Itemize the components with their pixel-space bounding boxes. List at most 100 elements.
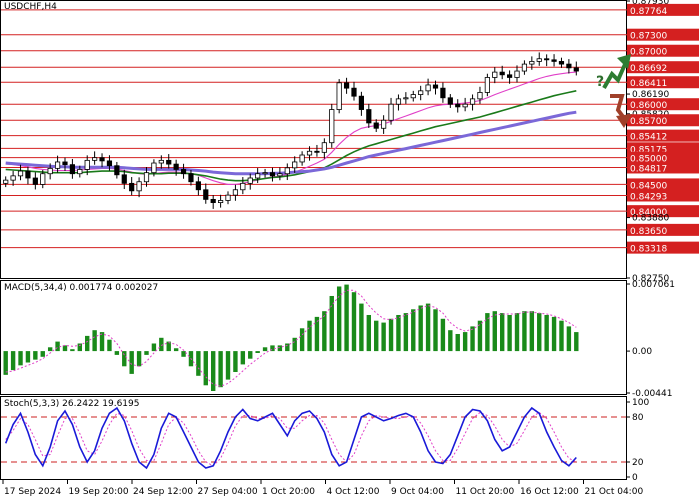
level-tag-label: 0.86692 (630, 64, 667, 74)
macd-bar (492, 311, 497, 352)
candle-body (40, 173, 46, 185)
candle-body (151, 162, 157, 174)
macd-bar (551, 316, 557, 352)
macd-bar (507, 314, 512, 352)
time-axis-label: 19 Sep 20:00 (69, 487, 129, 497)
macd-bar (566, 326, 572, 352)
time-axis-label: 9 Oct 04:00 (391, 487, 444, 497)
candle-body (381, 119, 387, 129)
candle-body (284, 167, 290, 175)
candle-body (277, 173, 283, 177)
candle-body (32, 177, 38, 185)
candle-body (232, 189, 239, 196)
candle-body (329, 109, 335, 144)
candle-body (195, 181, 201, 191)
candle-body (299, 154, 305, 163)
candle-body (477, 92, 483, 100)
candle-body (507, 74, 513, 78)
candle-body (255, 173, 261, 179)
macd-bar (470, 326, 475, 352)
candle-body (158, 159, 164, 164)
macd-bar (47, 347, 53, 352)
macd-bar (233, 351, 238, 373)
candle-body (180, 169, 187, 175)
time-axis-label: 24 Sep 12:00 (133, 487, 193, 497)
level-tag-label: 0.87300 (630, 32, 667, 42)
macd-bar (203, 351, 208, 386)
macd-bar (25, 351, 31, 363)
macd-bar (99, 332, 105, 352)
macd-bar (403, 313, 409, 352)
macd-bar (262, 347, 268, 352)
macd-bar (314, 316, 320, 352)
level-tag (627, 142, 699, 155)
up-arrow-head (617, 54, 631, 69)
macd-axis-label: 0.00 (632, 347, 652, 357)
time-axis-label: 11 Oct 20:00 (456, 487, 515, 497)
candle-body (440, 87, 446, 99)
candle-body (521, 63, 528, 72)
candle-body (447, 97, 453, 105)
level-tag-label: 0.84817 (630, 164, 667, 174)
macd-bar (240, 351, 246, 365)
candle-body (47, 167, 53, 175)
candle-body (17, 170, 24, 177)
macd-bar (322, 311, 327, 352)
level-tag (627, 114, 699, 127)
candle-body (388, 103, 394, 121)
macd-histogram (3, 284, 579, 392)
level-tag (627, 151, 699, 164)
stoch-axis-label: 80 (632, 413, 644, 423)
candle-body (343, 82, 350, 89)
macd-bar (514, 313, 520, 352)
time-axis-label: 17 Sep 2024 (4, 487, 61, 497)
macd-bar (10, 351, 16, 371)
moving-average-line (5, 110, 577, 176)
macd-title: MACD(5,34,4) 0.001774 0.002027 (4, 283, 159, 293)
candlesticks (3, 52, 579, 209)
candle-body (143, 172, 150, 183)
macd-bar (485, 313, 490, 352)
level-tag-label: 0.87764 (630, 7, 667, 17)
macd-panel-frame (0, 280, 627, 395)
candle-body (558, 61, 565, 65)
candle-body (92, 157, 98, 161)
level-tag-label: 0.86411 (630, 79, 667, 89)
stoch-d-line (5, 411, 577, 467)
macd-bar (70, 349, 75, 352)
macd-bar (181, 351, 186, 357)
time-axis-label: 21 Oct 04:00 (585, 487, 644, 497)
candle-body (173, 163, 179, 170)
macd-bar (344, 284, 349, 352)
candle-body (573, 67, 579, 72)
level-tag (627, 129, 699, 142)
macd-bar (425, 303, 431, 352)
macd-bar (225, 351, 231, 380)
macd-bar (92, 330, 97, 352)
macd-bar (537, 313, 542, 352)
candle-body (269, 172, 276, 177)
macd-bar (559, 320, 564, 352)
time-axis-label: 1 Oct 20:00 (262, 487, 315, 497)
macd-bar (307, 320, 312, 352)
level-tag-label: 0.84500 (630, 181, 667, 191)
price-axis-label: 0.86190 (632, 90, 669, 100)
macd-axis-label: 0.007061 (632, 280, 675, 290)
price-axis-label: 0.82750 (632, 274, 669, 284)
time-axis-label: 27 Sep 04:00 (198, 487, 258, 497)
macd-bar (85, 335, 90, 352)
macd-bar (440, 318, 446, 352)
candle-body (240, 182, 246, 191)
macd-bar (574, 332, 579, 352)
macd-bar (277, 345, 283, 352)
candle-body (395, 98, 402, 105)
candle-body (403, 97, 409, 100)
macd-bar (522, 311, 527, 352)
macd-bar (418, 305, 423, 352)
macd-bar (329, 295, 334, 352)
macd-axis: 0.007061 0.00 -0.00441 (626, 280, 675, 399)
candle-body (188, 173, 194, 183)
level-tag-label: 0.83650 (630, 227, 667, 237)
